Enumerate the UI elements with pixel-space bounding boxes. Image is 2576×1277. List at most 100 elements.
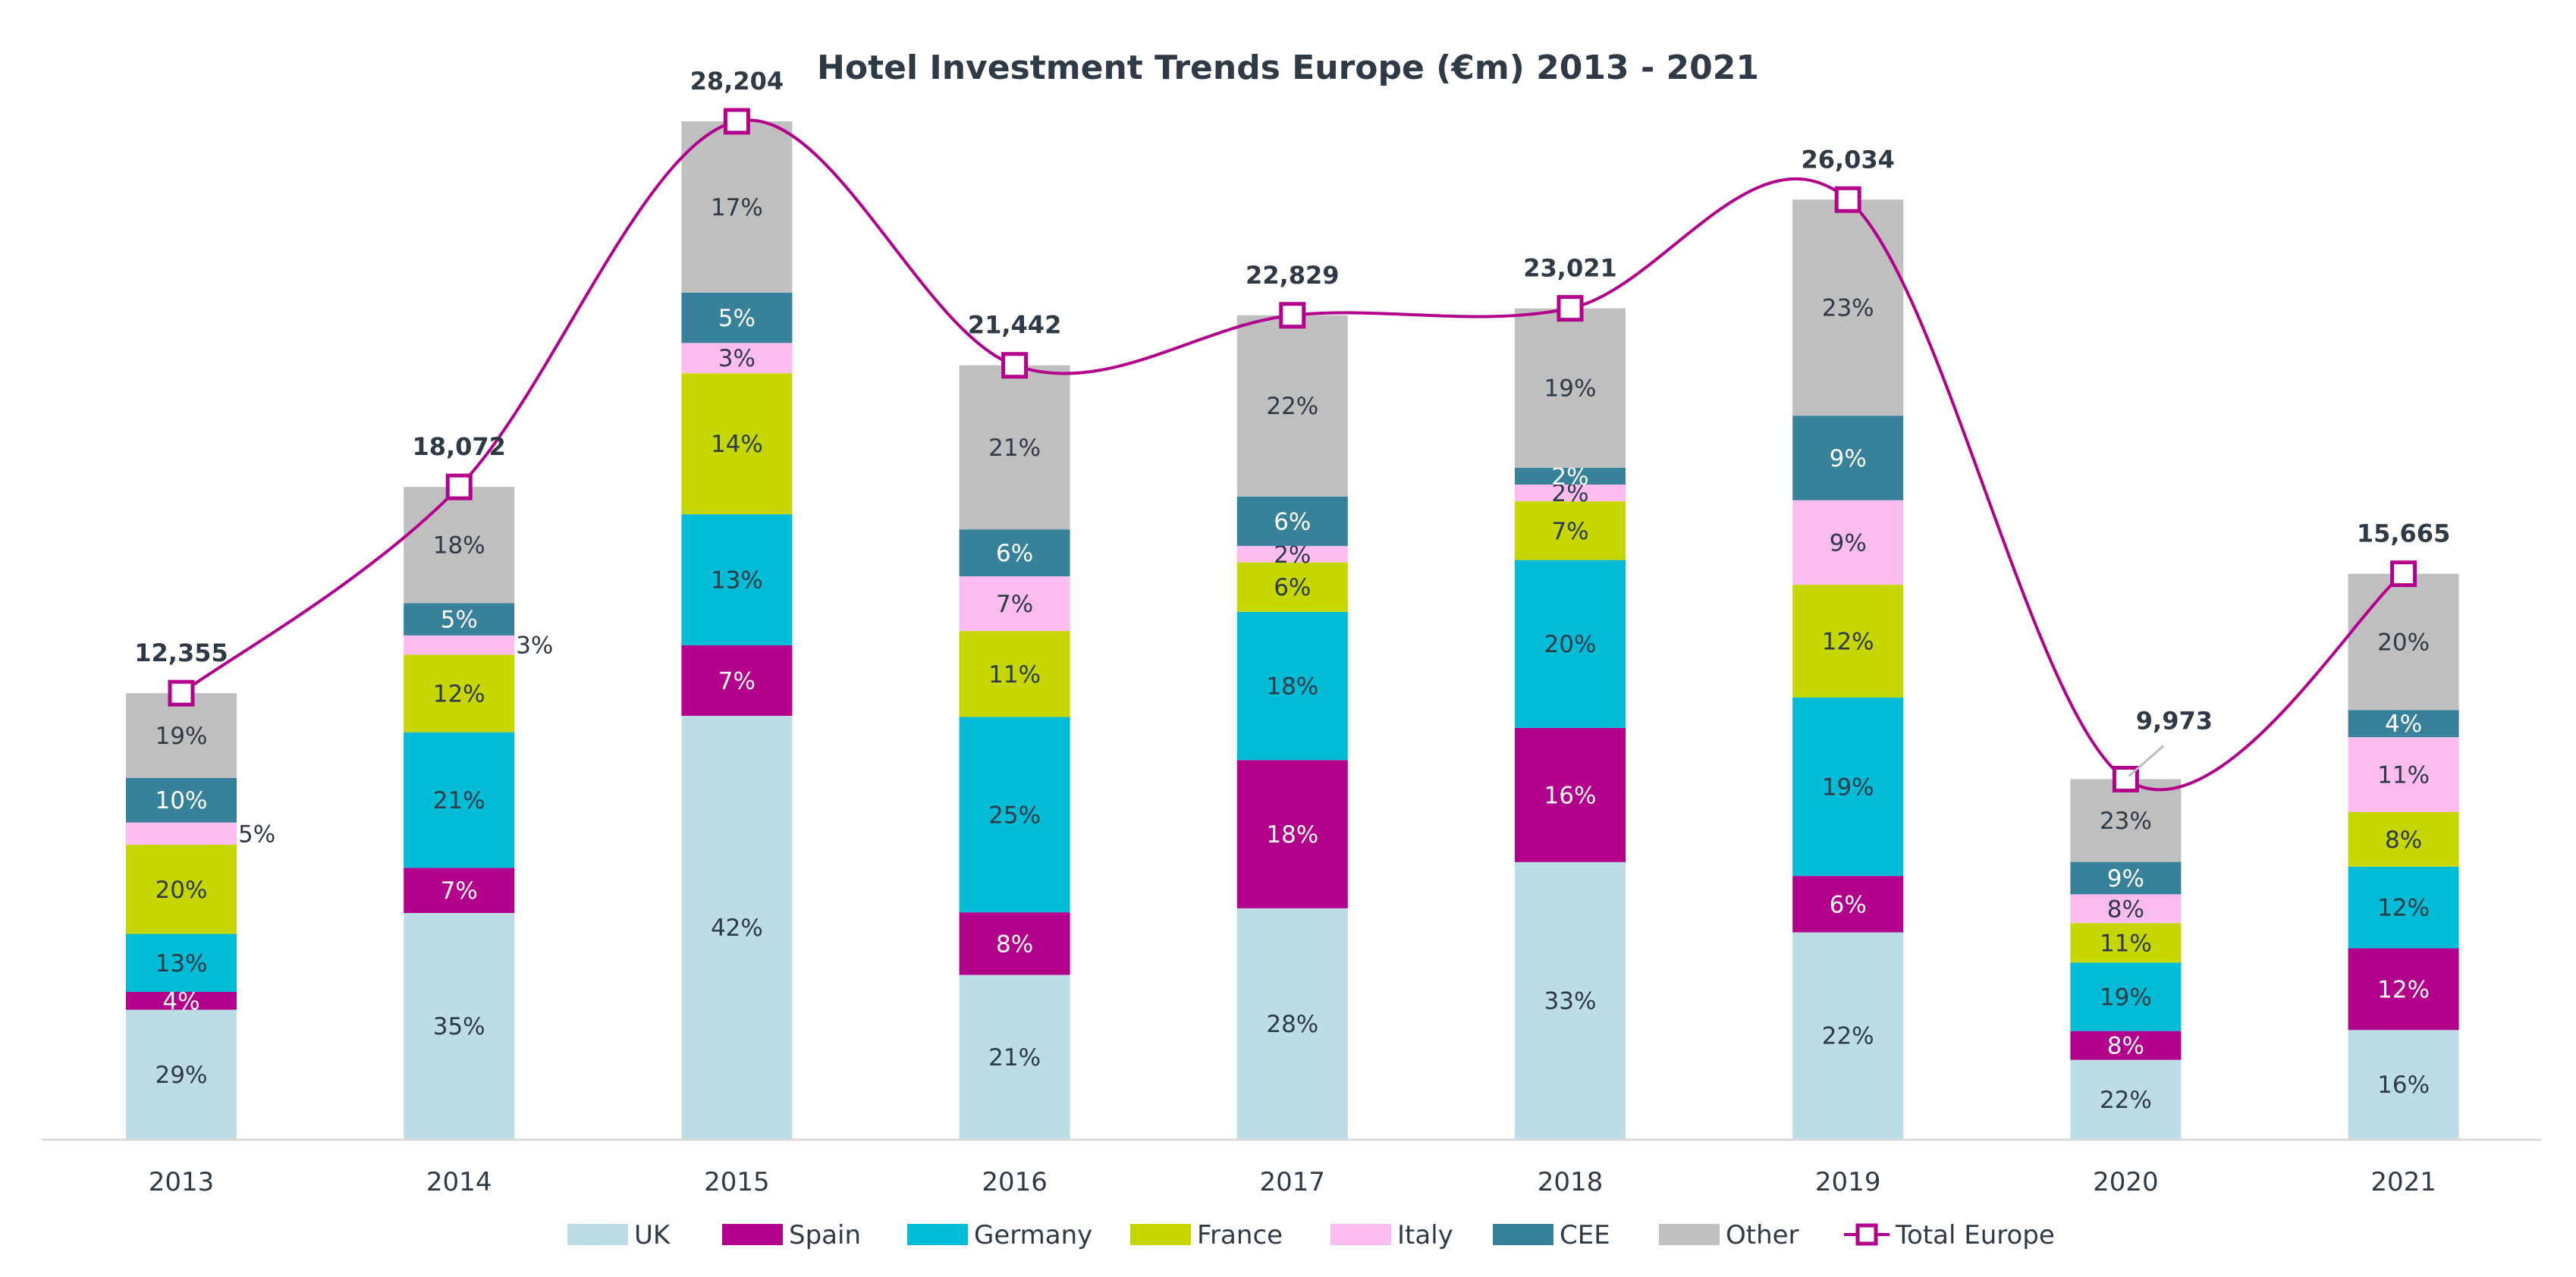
bar-stack-2016: 21% 8% 25% 11% 7% 6% 21%	[959, 365, 1070, 1139]
total-europe-marker-2015	[723, 108, 750, 135]
bar-segment-uk-2018	[1515, 861, 1626, 1139]
bar-segment-germany-2018	[1515, 560, 1626, 728]
legend-swatch-uk	[567, 1224, 628, 1245]
legend-swatch-spain	[722, 1224, 783, 1245]
data-label-cee-2021: 4%	[2385, 711, 2422, 738]
bar-stack-2013: 29% 4% 13% 20% 5% 10% 19%	[126, 693, 275, 1139]
data-label-france-2018: 7%	[1551, 518, 1588, 545]
total-europe-marker-2013	[168, 679, 195, 707]
legend-item-total-europe[interactable]: Total Europe	[1844, 1220, 2055, 1250]
bar-segment-italy-2016	[959, 576, 1070, 632]
legend-label-other: Other	[1726, 1220, 1799, 1250]
bar-segment-france-2014	[404, 654, 515, 733]
data-label-uk-2018: 33%	[1544, 987, 1597, 1015]
legend-label-cee: CEE	[1560, 1220, 1610, 1250]
x-tick-label-2016: 2016	[982, 1167, 1048, 1197]
legend-marker-total-europe	[1855, 1223, 1878, 1246]
data-label-germany-2017: 18%	[1266, 673, 1318, 701]
data-label-france-2016: 11%	[988, 661, 1041, 689]
bar-segment-spain-2019	[1792, 876, 1904, 933]
bar-segment-cee-2014	[404, 603, 515, 635]
data-label-france-2013: 20%	[156, 877, 208, 904]
data-label-germany-2016: 25%	[988, 802, 1041, 829]
total-label-2020: 9,973	[2136, 706, 2213, 735]
bar-segment-france-2021	[2348, 811, 2459, 867]
data-label-spain-2017: 18%	[1266, 821, 1318, 849]
bar-segment-cee-2017	[1236, 496, 1348, 546]
total-europe-marker-2014	[445, 473, 473, 500]
data-label-uk-2017: 28%	[1266, 1011, 1318, 1038]
total-europe-marker-2016	[1001, 352, 1029, 379]
data-label-spain-2018: 16%	[1544, 782, 1597, 809]
data-label-germany-2014: 21%	[433, 787, 485, 814]
leader-line-2020	[2128, 745, 2165, 777]
data-label-uk-2019: 22%	[1822, 1023, 1874, 1050]
chart-title: Hotel Investment Trends Europe (€m) 2013…	[817, 49, 1759, 87]
data-label-uk-2014: 35%	[433, 1013, 485, 1040]
data-label-other-2013: 19%	[156, 723, 208, 750]
total-label-2014: 18,072	[412, 432, 505, 461]
data-label-italy-2014: 3%	[516, 632, 553, 660]
bar-segment-cee-2015	[681, 292, 793, 344]
x-tick-label-2015: 2015	[704, 1167, 770, 1197]
bar-segment-italy-2021	[2348, 737, 2459, 812]
bar-segment-other-2015	[681, 121, 793, 293]
data-label-germany-2020: 19%	[2100, 984, 2152, 1012]
bar-segment-cee-2021	[2348, 710, 2459, 738]
bar-segment-germany-2014	[404, 732, 515, 868]
legend-item-cee[interactable]: CEE	[1493, 1220, 1610, 1250]
data-label-other-2020: 23%	[2100, 808, 2152, 835]
total-europe-line-layer: 12,355 18,072 28,204 21,442 22,829 23,021 26,0…	[134, 67, 2450, 792]
data-label-spain-2014: 7%	[441, 877, 478, 905]
bar-segment-other-2013	[126, 693, 237, 778]
bars: 29% 4% 13% 20% 5% 10% 19% 35% 7% 21% 12% 3% 5% 18% 42%…	[126, 121, 2459, 1139]
data-label-italy-2018: 2%	[1551, 480, 1588, 507]
legend: UK Spain Germany France Italy CEE Other Total E…	[567, 1220, 2055, 1250]
data-label-other-2019: 23%	[1822, 295, 1874, 322]
bar-segment-france-2018	[1515, 501, 1626, 560]
bar-segment-uk-2017	[1236, 908, 1348, 1139]
bar-segment-other-2019	[1792, 199, 1904, 416]
bar-segment-france-2019	[1792, 585, 1904, 698]
data-label-cee-2020: 9%	[2107, 865, 2144, 893]
bar-segment-cee-2018	[1515, 467, 1626, 485]
bar-segment-spain-2013	[126, 992, 237, 1010]
data-label-france-2017: 6%	[1274, 574, 1311, 601]
data-label-italy-2013: 5%	[238, 820, 275, 848]
bar-segment-france-2013	[126, 845, 237, 934]
bar-stack-2021: 16% 12% 12% 8% 11% 4% 20%	[2348, 573, 2459, 1139]
bar-segment-italy-2020	[2070, 894, 2182, 924]
legend-item-spain[interactable]: Spain	[722, 1220, 861, 1250]
bar-segment-uk-2021	[2348, 1030, 2459, 1139]
legend-item-uk[interactable]: UK	[567, 1220, 671, 1250]
data-label-uk-2020: 22%	[2100, 1087, 2152, 1114]
x-tick-labels: 2013 2014 2015 2016 2017 2018 2019 2020 2021	[149, 1167, 2436, 1197]
data-label-cee-2015: 5%	[718, 305, 756, 332]
bar-segment-italy-2014	[404, 635, 515, 655]
bar-segment-italy-2015	[681, 343, 793, 374]
data-label-uk-2015: 42%	[711, 915, 763, 942]
bar-segment-uk-2015	[681, 715, 793, 1139]
bar-segment-other-2020	[2070, 779, 2182, 862]
bar-segment-uk-2020	[2070, 1059, 2182, 1139]
total-label-2016: 21,442	[968, 311, 1061, 340]
bar-stack-2014: 35% 7% 21% 12% 3% 5% 18%	[404, 487, 553, 1139]
bar-segment-uk-2014	[404, 913, 515, 1139]
bar-segment-other-2014	[404, 487, 515, 604]
bar-segment-germany-2021	[2348, 866, 2459, 949]
total-europe-marker-2020	[2112, 765, 2139, 792]
legend-item-italy[interactable]: Italy	[1330, 1220, 1453, 1250]
legend-swatch-other	[1659, 1224, 1720, 1245]
bar-segment-spain-2016	[959, 912, 1070, 975]
data-label-italy-2021: 11%	[2377, 762, 2430, 789]
legend-item-france[interactable]: France	[1130, 1220, 1283, 1250]
legend-swatch-france	[1130, 1224, 1191, 1245]
legend-item-other[interactable]: Other	[1659, 1220, 1799, 1250]
bar-stack-2019: 22% 6% 19% 12% 9% 9% 23%	[1792, 199, 1904, 1139]
legend-item-germany[interactable]: Germany	[907, 1220, 1092, 1250]
legend-label-italy: Italy	[1397, 1220, 1453, 1250]
bar-stack-2018: 33% 16% 20% 7% 2%2% 19%	[1515, 308, 1626, 1139]
legend-label-germany: Germany	[974, 1220, 1092, 1250]
data-label-france-2020: 11%	[2100, 930, 2152, 957]
legend-label-uk: UK	[634, 1220, 671, 1250]
